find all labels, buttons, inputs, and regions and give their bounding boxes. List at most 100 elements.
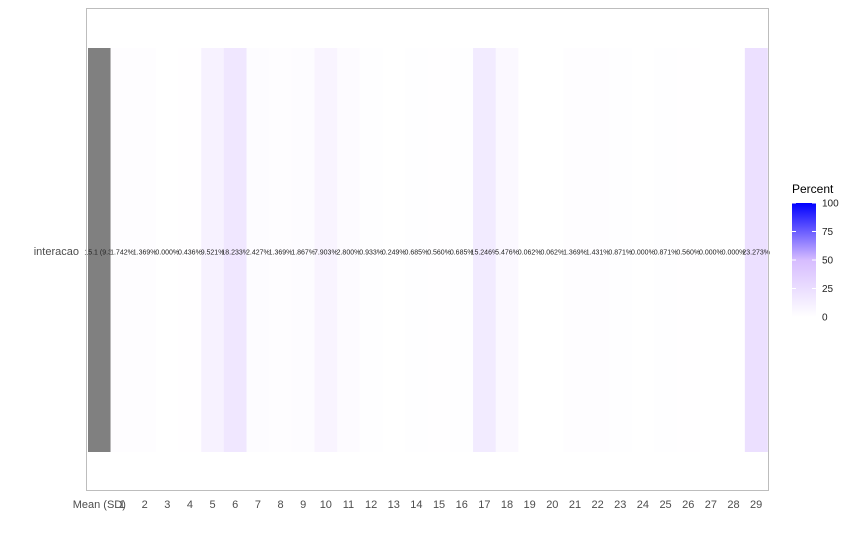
heatmap-cell-29 [744,48,768,452]
heatmap-cell-26 [676,48,700,452]
x-tick-label-1: 1 [119,499,125,511]
heatmap-cell-label-13: 0.249% [382,250,406,257]
heatmap-cell-19 [518,48,542,452]
heatmap-cell-label-5: 9.521% [201,250,225,257]
heatmap-cell-label-29: 23.273% [742,250,770,257]
x-tick-label-22: 22 [592,499,604,511]
x-tick-label-17: 17 [478,499,490,511]
heatmap-cell-9 [291,48,315,452]
heatmap-cell-label-24: 0.000% [631,250,655,257]
x-tick-label-23: 23 [614,499,626,511]
x-tick-label-9: 9 [300,499,306,511]
heatmap-cell-label-15: 0.560% [427,250,451,257]
x-axis-ticks: Mean (SD)1 2 3 4 5 6 7 8 9 10 11 12 13 14 15 16 17 18 19 20… [73,499,763,511]
x-tick-label-7: 7 [255,499,261,511]
x-tick-label-2: 2 [142,499,148,511]
heatmap-cell-label-11: 2.800% [337,250,361,257]
x-tick-label-14: 14 [410,499,422,511]
heatmap-cell-16 [450,48,474,452]
heatmap-cell-label-23: 0.871% [608,250,632,257]
heatmap-cells: 15.1 (9.3)1.742%1.369%0.000%0.436%9.521%… [84,48,770,452]
legend-tick-label-0: 0 [822,313,828,324]
heatmap-cell-27 [699,48,723,452]
heatmap-cell-label-4: 0.436% [178,250,202,257]
heatmap-cell-label-9: 1.867% [291,250,315,257]
heatmap-cell-label-27: 0.000% [699,250,723,257]
heatmap-cell-label-1: 1.742% [110,250,134,257]
heatmap-cell-7 [246,48,270,452]
x-tick-label-24: 24 [637,499,649,511]
legend-title: Percent [792,182,834,196]
heatmap-cell-label-8: 1.369% [269,250,293,257]
heatmap-cell-22 [586,48,610,452]
legend-ticks: 0 25 50 75 100 [792,199,839,324]
legend-tick-label-25: 25 [822,284,834,295]
heatmap-cell-label-16: 0.685% [450,250,474,257]
heatmap-cell-11 [337,48,361,452]
heatmap-cell-14 [405,48,429,452]
x-tick-label-29: 29 [750,499,762,511]
heatmap-cell-13 [382,48,406,452]
x-tick-label-10: 10 [320,499,332,511]
x-tick-label-18: 18 [501,499,513,511]
heatmap-cell-17 [473,48,496,452]
heatmap-cell-1 [110,48,134,452]
heatmap-cell-label-10: 7.903% [314,250,338,257]
heatmap-cell-6 [223,48,247,452]
heatmap-cell-21 [563,48,587,452]
heatmap-cell-10 [314,48,338,452]
x-tick-label-3: 3 [164,499,170,511]
x-tick-label-28: 28 [727,499,739,511]
heatmap-cell-label-6: 18.233% [221,250,249,257]
heatmap-cell-15 [427,48,451,452]
x-tick-label-25: 25 [659,499,671,511]
row-label: interacao [34,246,79,258]
color-legend: Percent 0 25 50 75 100 [792,182,839,324]
heatmap-cell-23 [608,48,632,452]
heatmap-cell-25 [654,48,678,452]
legend-tick-label-75: 75 [822,227,834,238]
x-tick-label-mean-sd: Mean (SD) [73,499,126,511]
heatmap-cell-2 [133,48,157,452]
x-tick-label-12: 12 [365,499,377,511]
heatmap-cell-3 [155,48,179,452]
heatmap-cell-label-26: 0.560% [676,250,700,257]
x-tick-label-15: 15 [433,499,445,511]
heatmap-cell-label-18: 5.476% [495,250,519,257]
x-tick-label-4: 4 [187,499,193,511]
heatmap-cell-label-28: 0.000% [722,250,746,257]
heatmap-cell-label-19: 0.062% [518,250,542,257]
x-tick-label-16: 16 [456,499,468,511]
heatmap-cell-18 [495,48,519,452]
heatmap-cell-label-21: 1.369% [563,250,587,257]
heatmap-cell-label-22: 1.431% [586,250,610,257]
panel-border [86,8,769,491]
x-tick-label-27: 27 [705,499,717,511]
heatmap-cell-28 [722,48,746,452]
mean-sd-cell [88,48,111,452]
heatmap-cell-label-20: 0.062% [540,250,564,257]
heatmap-cell-20 [541,48,564,452]
x-tick-label-8: 8 [277,499,283,511]
heatmap-cell-label-14: 0.685% [405,250,429,257]
x-tick-label-11: 11 [343,499,354,511]
heatmap-cell-label-7: 2.427% [246,250,270,257]
heatmap-cell-label-2: 1.369% [133,250,157,257]
x-tick-label-19: 19 [524,499,536,511]
heatmap-cell-label-3: 0.000% [155,250,179,257]
heatmap-cell-24 [631,48,655,452]
x-tick-label-21: 21 [569,499,581,511]
heatmap-cell-12 [359,48,383,452]
x-tick-label-13: 13 [388,499,400,511]
heatmap-cell-5 [201,48,225,452]
heatmap-cell-4 [178,48,202,452]
x-tick-label-20: 20 [546,499,558,511]
x-tick-label-6: 6 [232,499,238,511]
heatmap-cell-label-12: 0.933% [359,250,383,257]
x-tick-label-26: 26 [682,499,694,511]
legend-tick-label-50: 50 [822,256,834,267]
heatmap-cell-8 [269,48,293,452]
x-tick-label-5: 5 [210,499,216,511]
